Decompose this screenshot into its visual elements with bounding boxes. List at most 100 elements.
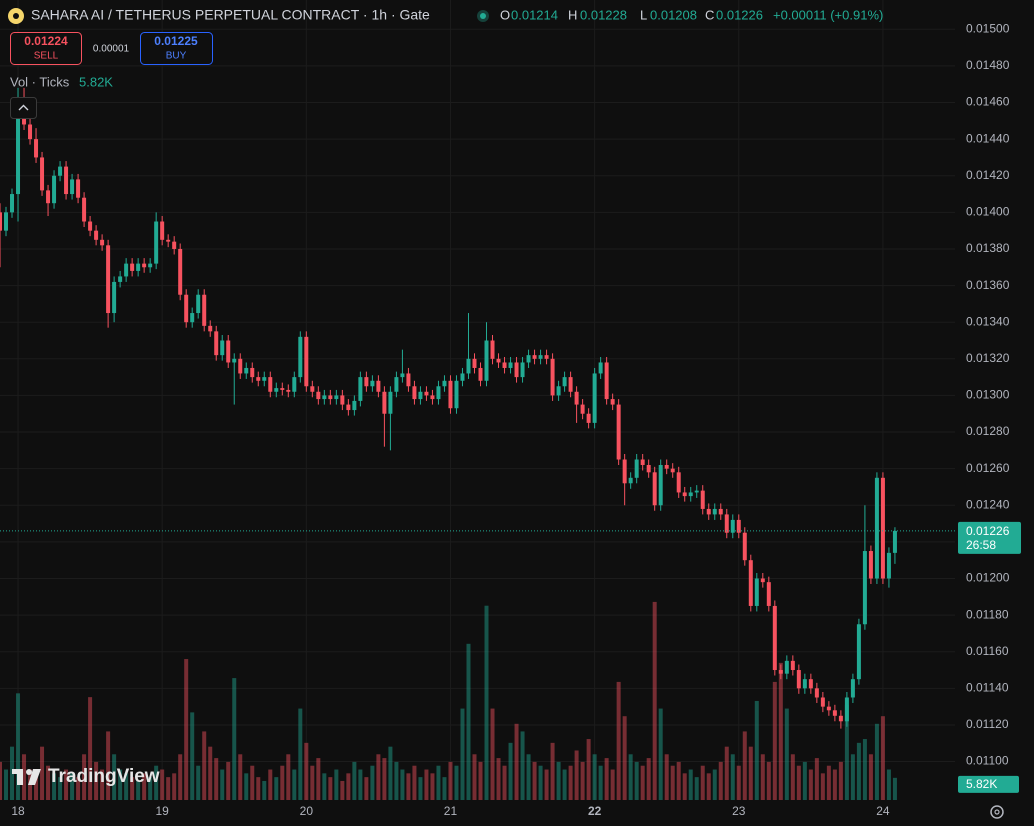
settings-icon[interactable] — [990, 805, 1004, 819]
legend-close: 0.01226 — [716, 7, 763, 22]
candle-body — [670, 468, 675, 473]
spread: 0.00001 — [93, 44, 130, 55]
candle-body — [688, 492, 693, 497]
candle-body — [724, 514, 729, 533]
sell-label[interactable]: SELL — [34, 51, 59, 62]
volume-bar — [358, 769, 363, 800]
legend-h: H — [568, 7, 577, 22]
volume-bar — [184, 659, 189, 800]
y-tick-label: 0.01280 — [966, 424, 1010, 438]
candle-body — [418, 391, 423, 400]
candle-body — [382, 391, 387, 414]
candle-body — [34, 139, 39, 158]
volume-bar — [220, 769, 225, 800]
volume-bar — [148, 777, 153, 800]
volume-bar — [652, 601, 657, 800]
volume-bar — [562, 769, 567, 800]
volume-bar — [712, 769, 717, 800]
candle-body — [730, 519, 735, 533]
legend-l: L — [640, 7, 647, 22]
volume-bar — [754, 700, 759, 800]
volume-bar — [130, 777, 135, 800]
y-tick-label: 0.01240 — [966, 497, 1010, 511]
candle-body — [220, 340, 225, 356]
candle-body — [370, 380, 375, 387]
candle-body — [754, 578, 759, 606]
candle-body — [262, 377, 267, 381]
sell-button[interactable]: 0.01224 SELL — [10, 32, 82, 65]
candle-body — [574, 391, 579, 405]
sell-box[interactable] — [10, 32, 82, 65]
candle-body — [490, 340, 495, 359]
volume-bar — [400, 769, 405, 800]
volume-bar — [748, 746, 753, 800]
candle-body — [484, 340, 489, 381]
candle-body — [298, 336, 303, 378]
volume-bar — [106, 731, 111, 800]
candle-body — [640, 459, 645, 465]
candle-body — [394, 377, 399, 392]
buy-label[interactable]: BUY — [166, 51, 187, 62]
candle-body — [328, 395, 333, 400]
volume-bar — [874, 723, 879, 800]
buy-price[interactable]: 0.01225 — [154, 34, 198, 48]
buy-box[interactable] — [140, 32, 213, 65]
collapse-box[interactable] — [10, 97, 37, 119]
candle-body — [736, 519, 741, 533]
last-price-label: 0.01226 — [966, 524, 1010, 538]
volume-bar — [862, 739, 867, 800]
candle-body — [712, 508, 717, 515]
x-tick-label: 19 — [155, 804, 169, 818]
candle-body — [424, 391, 429, 396]
volume-bar — [742, 731, 747, 800]
last-price-badge — [958, 521, 1021, 554]
candle-body — [826, 706, 831, 711]
candle-body — [790, 660, 795, 671]
candle-body — [658, 464, 663, 506]
watermark: TradingView — [12, 766, 160, 787]
candle-body — [250, 367, 255, 378]
candle-body — [346, 404, 351, 411]
volume-bar — [664, 754, 669, 800]
candle-body — [778, 670, 783, 674]
candle-body — [196, 294, 201, 314]
buy-button[interactable]: 0.01225 BUY — [140, 32, 213, 65]
volume-bar — [682, 773, 687, 800]
collapse-button[interactable] — [10, 97, 37, 119]
candle-body — [286, 389, 291, 392]
candle-body — [460, 373, 465, 381]
candle-body — [148, 263, 153, 268]
legend-o: O — [500, 7, 510, 22]
last-volume-label: 5.82K — [966, 777, 997, 791]
y-tick-label: 0.01320 — [966, 351, 1010, 365]
candle-body — [334, 395, 339, 400]
candle-body — [646, 464, 651, 473]
volume-bar — [574, 750, 579, 800]
volume-bar — [118, 769, 123, 800]
settings-button[interactable] — [990, 805, 1004, 819]
candle-body — [586, 413, 591, 423]
settings-icon-core[interactable] — [994, 809, 1000, 815]
volume-bar — [232, 678, 237, 800]
candle-body — [622, 459, 627, 484]
volume-bar — [718, 761, 723, 800]
candle-body — [514, 362, 519, 378]
volume-bar — [802, 761, 807, 800]
candle-body — [856, 624, 861, 680]
y-tick-label: 0.01100 — [966, 754, 1009, 768]
volume-bar — [472, 754, 477, 800]
collapse-icon[interactable] — [18, 104, 29, 111]
chart-title: SAHARA AI / TETHERUS PERPETUAL CONTRACT … — [31, 7, 430, 23]
sell-price[interactable]: 0.01224 — [24, 34, 68, 48]
volume-bar — [316, 758, 321, 800]
volume-bar — [328, 777, 333, 800]
candle-body — [634, 459, 639, 478]
volume-bar — [598, 765, 603, 800]
candle-body — [676, 472, 681, 493]
candle-body — [214, 331, 219, 356]
volume-bar — [274, 777, 279, 800]
candle-body — [796, 670, 801, 689]
volume-bar — [364, 777, 369, 800]
volume-bar — [286, 754, 291, 800]
candle-body — [520, 362, 525, 378]
